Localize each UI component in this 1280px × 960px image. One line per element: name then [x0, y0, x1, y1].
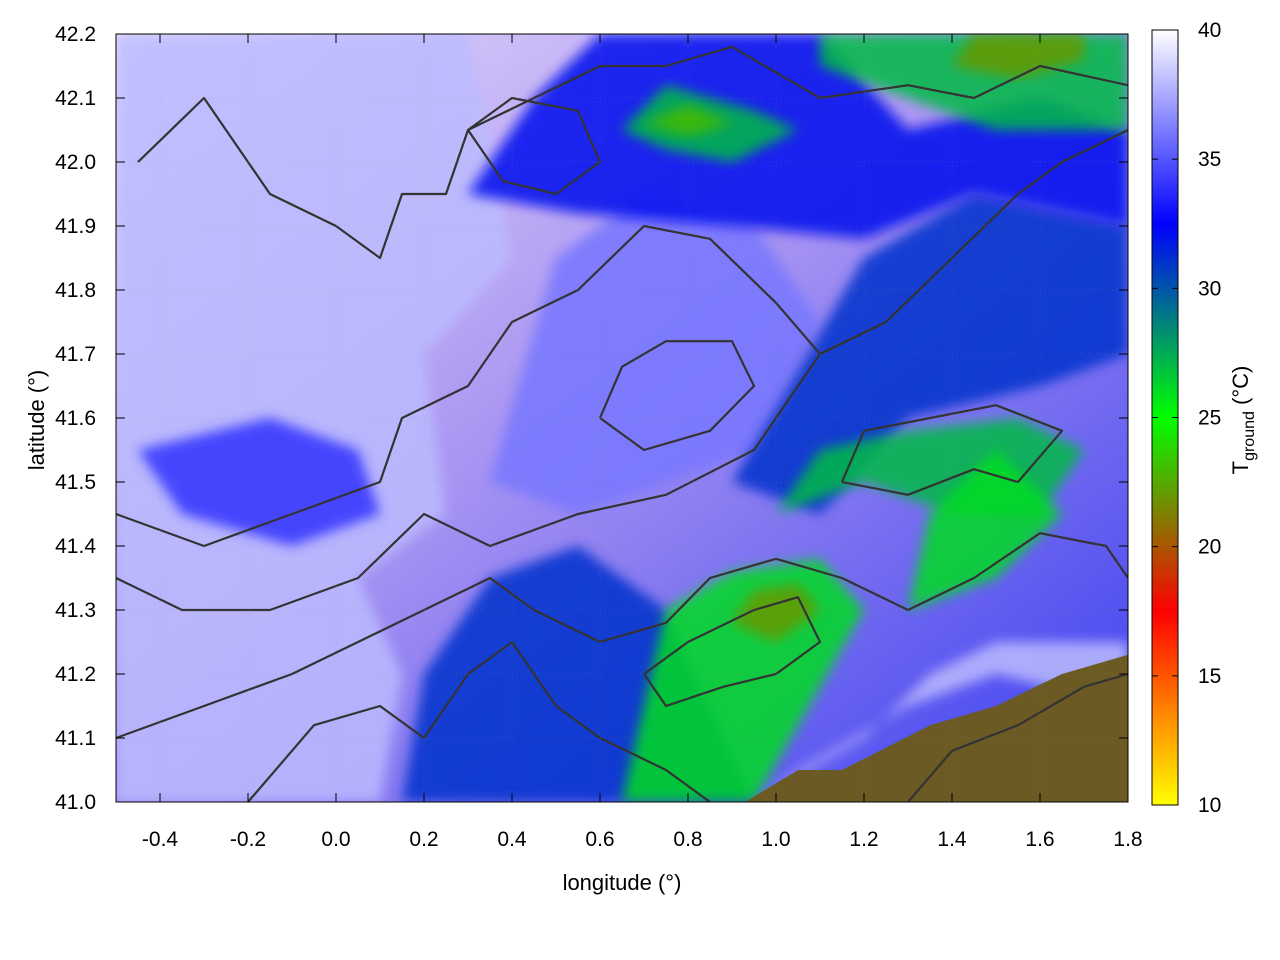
y-axis-label: latitude (°) [24, 370, 49, 471]
x-tick-label: 0.4 [497, 828, 527, 851]
colorbar-tick-label: 20 [1198, 536, 1221, 559]
contour-line [907, 672, 1128, 802]
y-tick-label: 41.8 [55, 279, 96, 302]
y-tick-label: 41.0 [55, 791, 96, 814]
contour-lines [116, 45, 1128, 802]
x-tick-label: -0.2 [230, 828, 266, 851]
colorbar-tick-label: 10 [1198, 794, 1221, 817]
region-east-blue [732, 194, 1128, 514]
y-tick-label: 42.0 [55, 151, 96, 174]
colorbar-ticks: 10 15 20 25 30 35 40 [1152, 19, 1221, 817]
x-axis-label: longitude (°) [563, 870, 682, 895]
colorbar-tick-label: 35 [1198, 148, 1221, 171]
x-tick-label: 0.8 [673, 828, 702, 851]
y-tick-label: 42.2 [55, 23, 96, 46]
y-tick-label: 41.7 [55, 343, 96, 366]
contour-line [137, 45, 1128, 260]
region-southeast-green [908, 450, 1062, 610]
contour-line [643, 596, 822, 708]
region-coastal-hot [754, 642, 1128, 802]
colorbar-tick-label: 30 [1198, 277, 1221, 300]
contour-line [116, 224, 821, 548]
colorbar: 10 15 20 25 30 35 40 Tground (°C) [1151, 19, 1258, 817]
colorbar-tick-label: 40 [1198, 19, 1221, 42]
temperature-field [116, 34, 1128, 802]
x-tick-label: 1.2 [849, 828, 878, 851]
region-central-plain [490, 194, 820, 514]
colorbar-label-sub: ground [1241, 411, 1258, 461]
contour-line [598, 340, 756, 452]
x-tick-label: -0.4 [142, 828, 179, 851]
x-tick-label: 0.2 [409, 828, 438, 851]
region-north-blue [468, 34, 1128, 239]
region-west-patch [138, 418, 380, 546]
region-north-red [644, 104, 732, 137]
x-tick-label: 0.0 [321, 828, 350, 851]
colorbar-tick-label: 15 [1198, 665, 1221, 688]
y-tick-label: 41.2 [55, 663, 96, 686]
y-tick-label: 41.3 [55, 599, 96, 622]
contour-line [116, 129, 1128, 612]
contour-line [116, 532, 1128, 740]
x-axis: -0.4 -0.2 0.0 0.2 0.4 0.6 0.8 1.0 1.2 1.4 1.6 1.8 [142, 34, 1143, 851]
y-tick-label: 41.6 [55, 407, 96, 430]
x-tick-label: 1.0 [761, 828, 790, 851]
y-tick-label: 41.4 [55, 535, 96, 558]
y-tick-label: 41.1 [55, 727, 96, 750]
colorbar-tick-label: 25 [1198, 407, 1221, 430]
y-tick-label: 42.1 [55, 87, 96, 110]
x-tick-label: 1.6 [1025, 828, 1054, 851]
colorbar-label-main: T [1228, 461, 1253, 474]
y-tick-label: 41.9 [55, 215, 96, 238]
grid-lines [116, 34, 1128, 802]
contour-line [247, 640, 711, 802]
x-tick-label: 0.6 [585, 828, 614, 851]
sea-mask [745, 654, 1128, 802]
x-tick-label: 1.4 [937, 828, 967, 851]
plot-area [115, 33, 1129, 803]
y-tick-label: 41.5 [55, 471, 96, 494]
x-tick-label: 1.8 [1113, 828, 1142, 851]
y-axis: 41.0 41.1 41.2 41.3 41.4 41.5 41.6 41.7 41.8 41.9… [55, 23, 1128, 814]
colorbar-label-unit: (°C) [1228, 366, 1253, 411]
colorbar-label: Tground (°C) [1228, 366, 1258, 475]
contour-line [840, 404, 1064, 496]
